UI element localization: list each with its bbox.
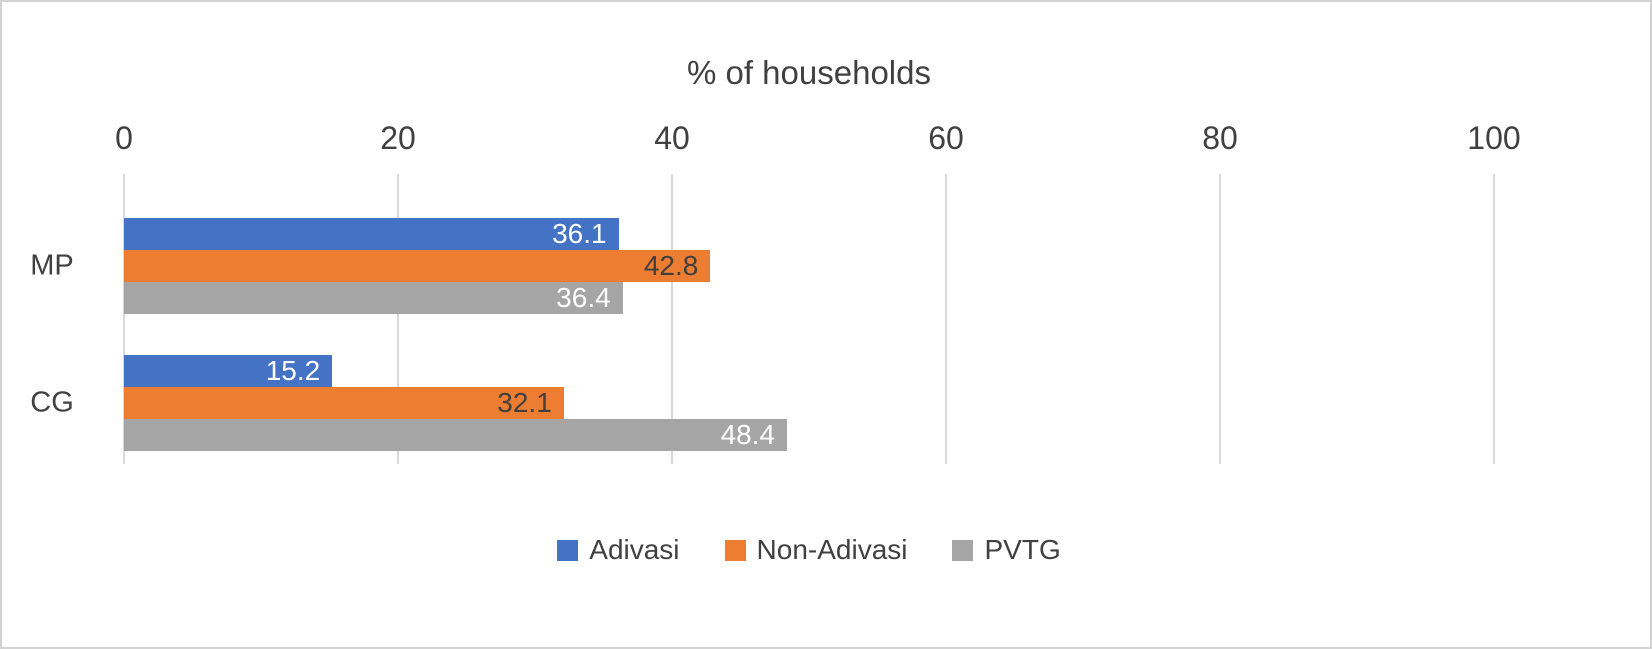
x-tick-label: 100 xyxy=(1467,120,1521,156)
chart-title: % of households xyxy=(686,54,931,91)
category-label-cg: CG xyxy=(30,386,74,419)
bar-value-label: 36.1 xyxy=(552,218,607,249)
category-label-mp: MP xyxy=(30,249,74,282)
bar-group-mp: 36.1 42.8 36.4 xyxy=(124,218,1494,314)
x-tick-label: 20 xyxy=(380,120,416,156)
legend-swatch-icon xyxy=(952,539,974,561)
x-axis: 0 20 40 60 80 100 xyxy=(115,120,1521,160)
bar-adivasi-cg: 15.2 xyxy=(124,355,333,387)
bar-pvtg-cg: 48.4 xyxy=(124,419,788,451)
bar-value-label: 48.4 xyxy=(720,419,776,450)
plot-area: 36.1 42.8 36.4 15.2 32.1 48.4 xyxy=(123,174,1495,464)
legend-item-non-adivasi: Non-Adivasi xyxy=(724,534,908,566)
bar-pvtg-mp: 36.4 xyxy=(124,282,623,314)
legend-item-pvtg: PVTG xyxy=(952,534,1061,566)
gridline xyxy=(1493,174,1495,464)
bar-non-adivasi-cg: 32.1 xyxy=(124,387,564,419)
gridline xyxy=(397,174,399,464)
gridline xyxy=(671,174,673,464)
bar-value-label: 15.2 xyxy=(265,355,321,386)
bar-value-label: 32.1 xyxy=(497,387,552,418)
legend: Adivasi Non-Adivasi PVTG xyxy=(124,534,1494,566)
gridline xyxy=(1219,174,1221,464)
x-tick-label: 0 xyxy=(115,120,133,156)
bar-non-adivasi-mp: 42.8 xyxy=(124,250,711,282)
bar-value-label: 36.4 xyxy=(556,282,611,313)
gridline xyxy=(945,174,947,464)
bar-value-label: 42.8 xyxy=(643,250,699,281)
bar-group-cg: 15.2 32.1 48.4 xyxy=(124,355,1494,451)
y-axis-category-labels: MP CG xyxy=(2,174,112,464)
legend-item-adivasi: Adivasi xyxy=(557,534,680,566)
legend-label: Adivasi xyxy=(589,534,680,565)
x-tick-label: 60 xyxy=(928,120,964,156)
gridline xyxy=(123,174,125,464)
legend-swatch-icon xyxy=(724,539,746,561)
x-tick-label: 80 xyxy=(1202,120,1238,156)
legend-label: PVTG xyxy=(984,534,1061,565)
x-tick-label: 40 xyxy=(654,120,690,156)
legend-swatch-icon xyxy=(557,539,579,561)
legend-label: Non-Adivasi xyxy=(756,534,908,565)
bar-adivasi-mp: 36.1 xyxy=(124,218,619,250)
